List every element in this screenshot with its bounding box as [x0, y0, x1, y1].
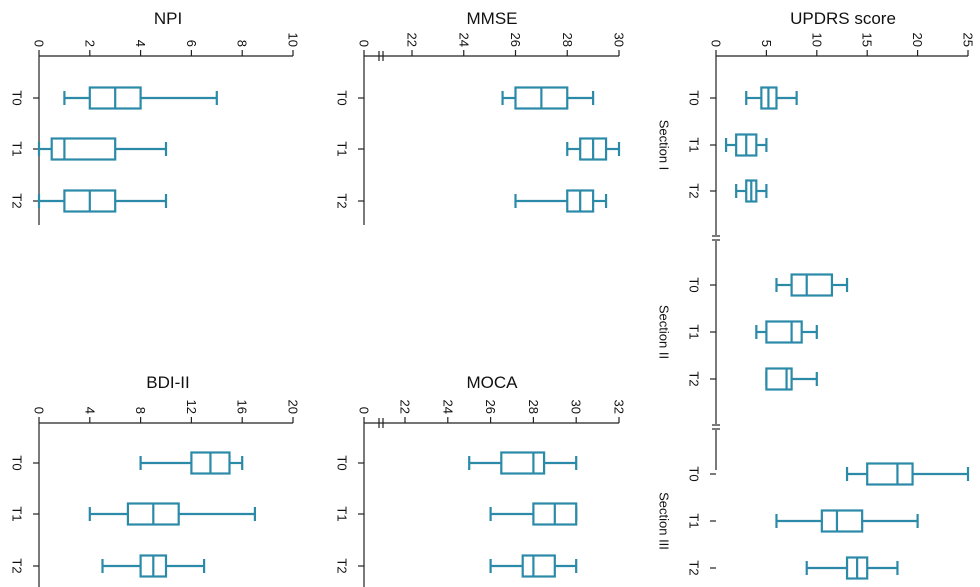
- box-iqr: [500, 451, 546, 475]
- axis-break-gap: [711, 235, 721, 241]
- x-tick-label: 16: [235, 400, 250, 414]
- category-label: T1: [10, 141, 25, 156]
- box-iqr: [866, 462, 914, 486]
- axis-break-gap: [711, 424, 721, 430]
- category-label: T0: [335, 455, 350, 470]
- chart-panel-2: NPI 0 2 4 6 8 10 T0 T1 T2: [10, 9, 301, 225]
- category-label: T1: [687, 324, 702, 339]
- box-iqr: [50, 137, 117, 161]
- x-tick-label: 0: [32, 40, 47, 47]
- x-tick-label: 32: [612, 400, 627, 414]
- box-iqr: [765, 367, 793, 391]
- category-label: T0: [687, 466, 702, 481]
- section-label: Section III: [657, 492, 672, 550]
- chart-panel-4: BDI-II 0 4 8 12 16 20 T0 T1 T2: [10, 373, 301, 587]
- category-label: T2: [687, 183, 702, 198]
- x-tick-label: 26: [483, 400, 498, 414]
- box-iqr: [521, 554, 556, 578]
- x-tick-label: 5: [759, 40, 774, 47]
- x-tick-label: 8: [133, 407, 148, 414]
- x-tick-label: 26: [508, 33, 523, 47]
- category-label: T1: [335, 506, 350, 521]
- x-tick-label: 30: [612, 33, 627, 47]
- category-label: T1: [10, 506, 25, 521]
- category-label: T2: [335, 193, 350, 208]
- x-tick-label: 8: [235, 40, 250, 47]
- x-tick-label: 12: [184, 400, 199, 414]
- chart-panel-3: MOCA 0 22 24 26 28 30 32 T0 T1 T2: [335, 373, 627, 587]
- chart-panel-0: UPDRS score 0 5 10 15 20 25 T0 T1 T2 Section I T0 T1…: [657, 9, 976, 580]
- x-tick-label: 24: [456, 33, 471, 47]
- x-tick-label: 28: [526, 400, 541, 414]
- x-tick-label: 4: [133, 40, 148, 47]
- box-iqr: [790, 273, 834, 297]
- category-label: T1: [335, 141, 350, 156]
- category-label: T0: [687, 277, 702, 292]
- x-tick-label: 25: [961, 33, 976, 47]
- x-tick-label: 10: [286, 33, 301, 47]
- chart-title: UPDRS score: [790, 9, 896, 28]
- x-tick-label: 10: [809, 33, 824, 47]
- box-iqr: [820, 509, 864, 533]
- category-label: T2: [687, 560, 702, 575]
- x-tick-label: 15: [860, 33, 875, 47]
- x-tick-label: 20: [910, 33, 925, 47]
- category-label: T1: [687, 513, 702, 528]
- category-label: T2: [335, 558, 350, 573]
- chart-title: MMSE: [467, 9, 518, 28]
- x-tick-label: 0: [357, 40, 372, 47]
- category-label: T2: [10, 193, 25, 208]
- section-label: Section I: [657, 120, 672, 171]
- chart-panel-1: MMSE 0 22 24 26 28 30 T0 T1 T2: [335, 9, 627, 225]
- box-iqr: [765, 320, 803, 344]
- x-tick-label: 30: [569, 400, 584, 414]
- chart-title: MOCA: [467, 373, 519, 392]
- category-label: T0: [10, 90, 25, 105]
- x-tick-label: 6: [184, 40, 199, 47]
- x-tick-label: 28: [560, 33, 575, 47]
- x-tick-label: 2: [82, 40, 97, 47]
- x-tick-label: 4: [82, 407, 97, 414]
- chart-title: NPI: [154, 9, 182, 28]
- x-tick-label: 20: [286, 400, 301, 414]
- category-label: T2: [687, 371, 702, 386]
- x-tick-label: 0: [709, 40, 724, 47]
- section-label: Section II: [657, 305, 672, 359]
- category-label: T0: [687, 90, 702, 105]
- category-label: T1: [687, 137, 702, 152]
- category-label: T2: [10, 558, 25, 573]
- x-tick-label: 0: [32, 407, 47, 414]
- x-tick-label: 22: [398, 400, 413, 414]
- x-tick-label: 22: [405, 33, 420, 47]
- x-tick-label: 24: [440, 400, 455, 414]
- category-label: T0: [335, 90, 350, 105]
- category-label: T0: [10, 455, 25, 470]
- x-tick-label: 0: [357, 407, 372, 414]
- chart-title: BDI-II: [146, 373, 189, 392]
